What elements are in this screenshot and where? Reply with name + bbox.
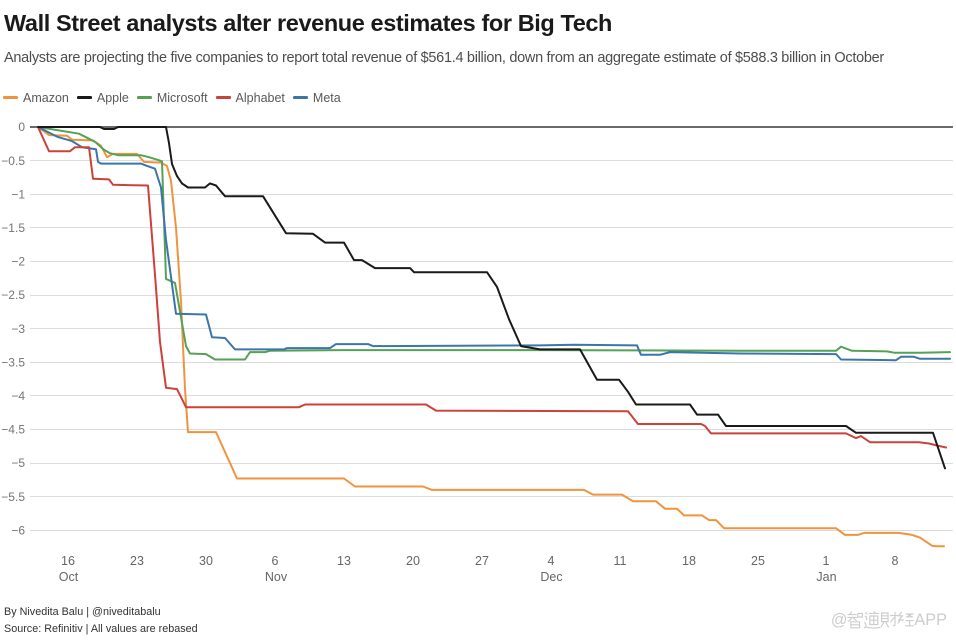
svg-text:−1: −1 [11,187,25,201]
svg-text:−3.5: −3.5 [1,355,25,369]
svg-text:18: 18 [682,554,696,568]
svg-text:30: 30 [199,554,213,568]
svg-text:11: 11 [614,554,627,568]
svg-text:−4.5: −4.5 [1,423,25,437]
svg-text:Dec: Dec [540,570,562,584]
svg-text:−2.5: −2.5 [1,288,25,302]
svg-text:−0.5: −0.5 [1,154,25,168]
svg-text:20: 20 [406,554,420,568]
svg-text:25: 25 [751,554,765,568]
svg-text:−4: −4 [11,389,25,403]
svg-text:Jan: Jan [816,570,836,584]
svg-text:−5: −5 [11,456,25,470]
svg-text:Nov: Nov [265,570,288,584]
svg-text:−3: −3 [11,322,25,336]
svg-text:−6: −6 [11,523,25,537]
svg-text:0: 0 [18,120,25,134]
svg-text:−2: −2 [11,255,25,269]
svg-text:23: 23 [130,554,144,568]
svg-text:−5.5: −5.5 [1,490,25,504]
svg-text:Oct: Oct [59,570,79,584]
svg-text:16: 16 [61,554,75,568]
svg-text:27: 27 [475,554,489,568]
svg-text:8: 8 [892,554,899,568]
svg-text:6: 6 [272,554,279,568]
svg-text:−1.5: −1.5 [1,221,25,235]
svg-text:4: 4 [548,554,555,568]
svg-text:1: 1 [823,554,830,568]
svg-text:13: 13 [337,554,351,568]
